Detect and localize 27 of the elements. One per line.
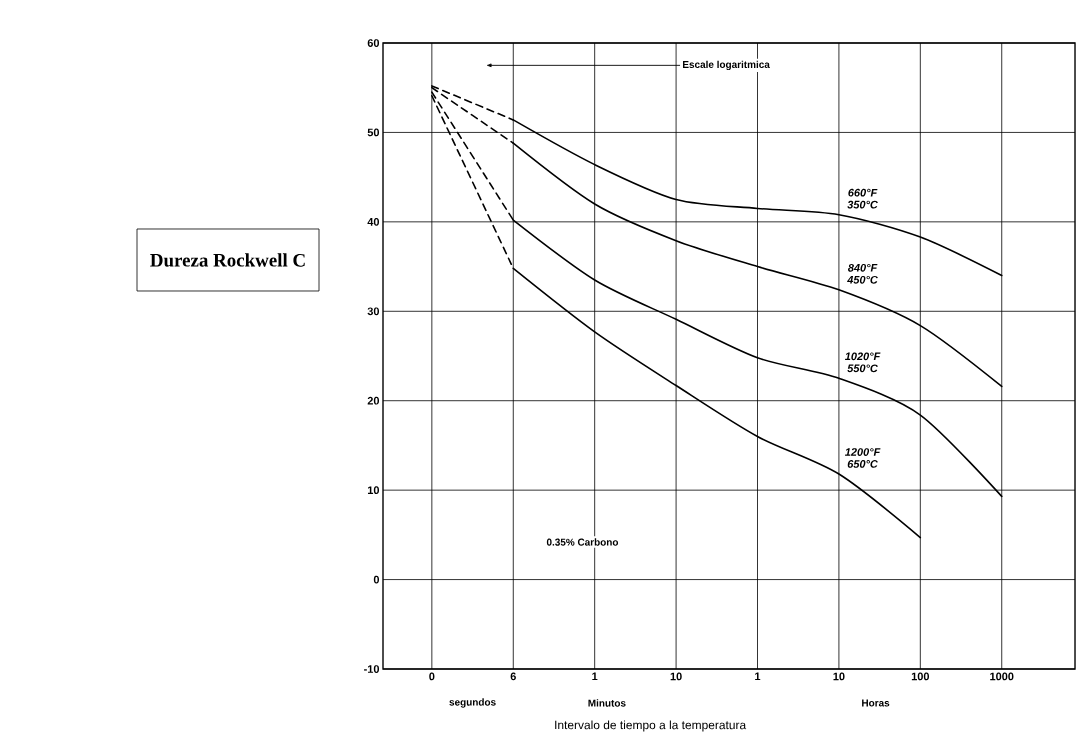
y-tick-label: 60 bbox=[367, 39, 380, 47]
series-label: 1020°F 550°C bbox=[844, 352, 881, 373]
x-tick-label: 10 bbox=[833, 672, 845, 681]
text: segundos bbox=[449, 698, 496, 708]
y-tick-label: 0 bbox=[373, 575, 380, 584]
y-tick-label: 30 bbox=[367, 307, 380, 316]
y-tick-label: 20 bbox=[367, 396, 380, 405]
text: Horas bbox=[862, 699, 890, 707]
x-tick-label: 0 bbox=[429, 672, 435, 681]
y-tick-label: 40 bbox=[367, 217, 380, 226]
text: Minutos bbox=[588, 699, 626, 707]
x-tick-label: 1 bbox=[592, 672, 598, 681]
x-tick-label: 10 bbox=[670, 672, 682, 681]
series-label: 660°F 350°C bbox=[847, 188, 878, 209]
y-tick-label: -10 bbox=[364, 665, 380, 673]
annotation: Escale logaritmica bbox=[683, 60, 770, 71]
x-tick-label: 6 bbox=[510, 672, 516, 681]
x-tick-label: 1000 bbox=[990, 672, 1014, 681]
series-label: 840°F 450°C bbox=[847, 263, 878, 284]
x-tick-label: 100 bbox=[911, 672, 930, 681]
y-axis-title: Dureza Rockwell C bbox=[150, 253, 305, 267]
x-tick-label: 1 bbox=[755, 672, 761, 681]
x-axis-title: Intervalo de tiempo a la temperatura bbox=[555, 720, 747, 732]
y-tick-label: 50 bbox=[367, 128, 380, 137]
y-tick-label: 10 bbox=[367, 486, 380, 495]
series-label: 1200°F 650°C bbox=[844, 448, 881, 468]
annotation: 0.35% Carbono bbox=[546, 538, 619, 546]
